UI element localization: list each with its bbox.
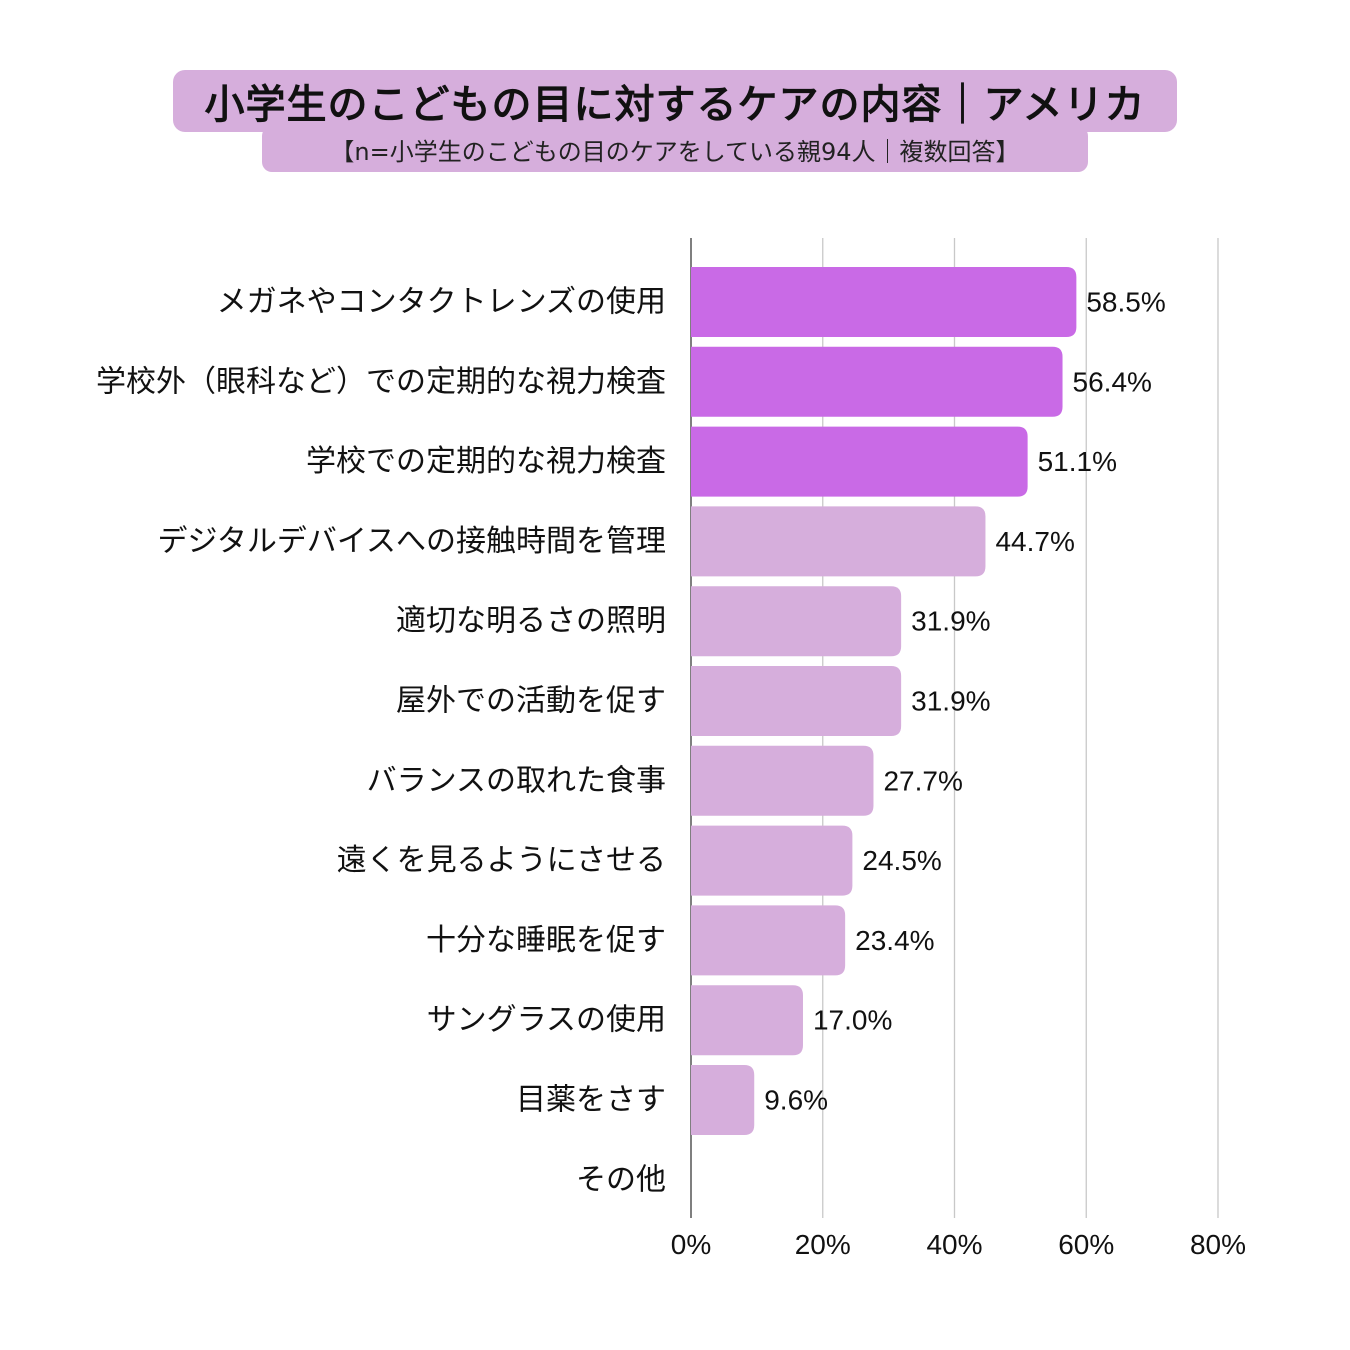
value-label: 56.4% — [1073, 366, 1152, 397]
bar — [691, 745, 874, 816]
bar — [691, 506, 986, 577]
bar — [691, 1065, 755, 1135]
bar — [691, 666, 902, 736]
category-label: 学校での定期的な視力検査 — [306, 444, 666, 479]
category-label: 屋外での活動を促す — [396, 684, 666, 719]
category-label: バランスの取れた食事 — [367, 763, 666, 798]
value-label: 51.1% — [1038, 446, 1117, 477]
value-label: 44.7% — [995, 526, 1074, 557]
bar — [691, 985, 803, 1056]
bar — [691, 346, 1063, 417]
value-label: 17.0% — [813, 1005, 892, 1036]
category-label: 目薬をさす — [516, 1083, 666, 1118]
category-label: 十分な睡眠を促す — [426, 923, 666, 958]
bar — [691, 825, 853, 896]
category-label: その他 — [576, 1162, 666, 1197]
bar — [691, 905, 846, 976]
value-label: 58.5% — [1086, 287, 1165, 318]
category-label: メガネやコンタクトレンズの使用 — [217, 285, 666, 320]
category-label: デジタルデバイスへの接触時間を管理 — [158, 524, 667, 559]
value-label: 31.9% — [911, 686, 990, 717]
category-label: 遠くを見るようにさせる — [337, 843, 666, 878]
category-label: 適切な明るさの照明 — [396, 604, 666, 639]
value-label: 31.9% — [911, 606, 990, 637]
bar — [691, 426, 1028, 497]
value-label: 27.7% — [883, 765, 962, 796]
category-label: 学校外（眼科など）での定期的な視力検査 — [96, 364, 666, 399]
value-label: 9.6% — [764, 1085, 828, 1116]
x-tick-label: 80% — [1190, 1229, 1246, 1260]
x-tick-label: 0% — [671, 1229, 711, 1260]
bar — [691, 267, 1077, 337]
chart-subtitle: 【n=小学生のこどもの目のケアをしている親94人｜複数回答】 — [262, 126, 1088, 172]
category-label: サングラスの使用 — [427, 1003, 666, 1038]
x-tick-label: 60% — [1058, 1229, 1114, 1260]
bar — [691, 586, 902, 657]
value-label: 24.5% — [862, 845, 941, 876]
value-label: 23.4% — [855, 925, 934, 956]
x-tick-label: 20% — [795, 1229, 851, 1260]
chart-title: 小学生のこどもの目に対するケアの内容｜アメリカ — [173, 70, 1177, 132]
x-tick-label: 40% — [926, 1229, 982, 1260]
